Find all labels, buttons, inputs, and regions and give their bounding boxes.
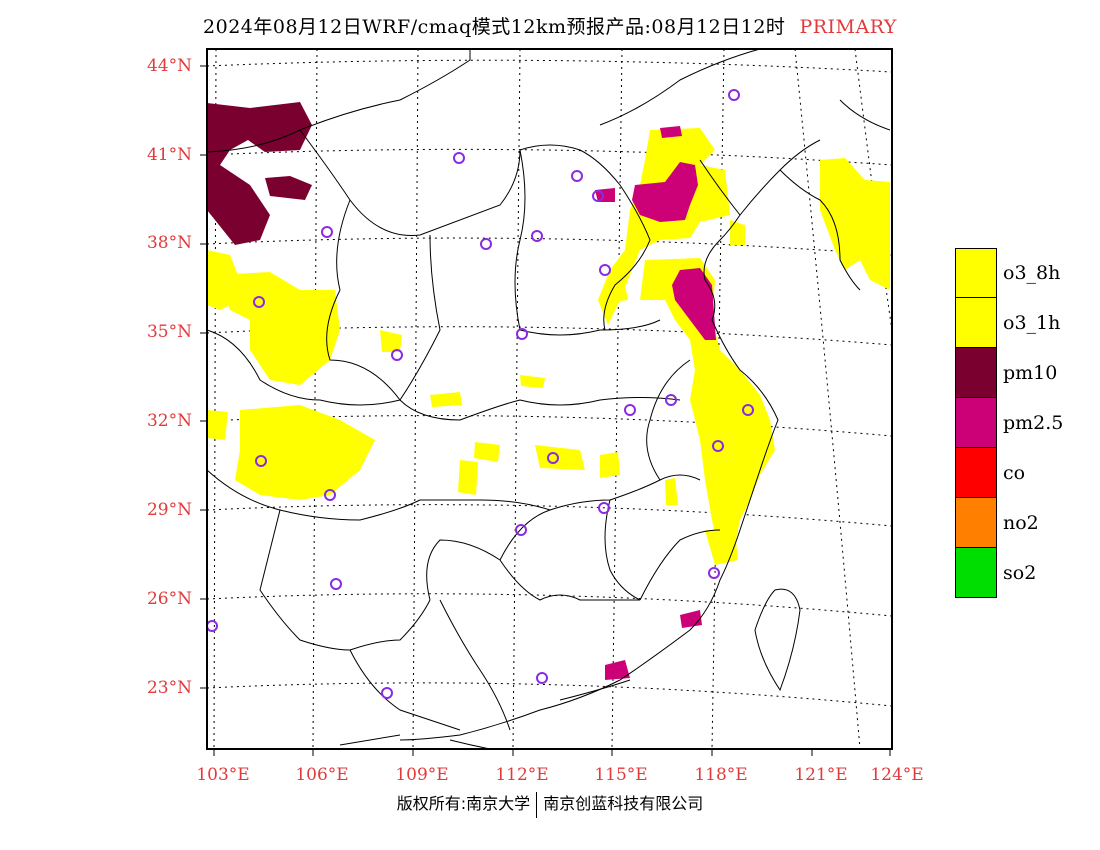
copyright-right: 南京创蓝科技有限公司 bbox=[543, 794, 704, 813]
lat-label-29: 29°N bbox=[146, 500, 192, 520]
legend-label: pm10 bbox=[1003, 362, 1058, 384]
province-boundaries bbox=[206, 48, 761, 731]
copyright: 版权所有:南京大学 南京创蓝科技有限公司 bbox=[0, 790, 1100, 818]
lon-label-115: 115°E bbox=[594, 765, 648, 785]
lon-label-121: 121°E bbox=[794, 765, 848, 785]
lat-label-41: 41°N bbox=[146, 145, 192, 165]
legend-swatch bbox=[955, 348, 997, 398]
map-background bbox=[207, 49, 892, 749]
map-frame bbox=[206, 48, 893, 750]
o3-region bbox=[207, 128, 890, 565]
legend-swatch bbox=[955, 548, 997, 598]
lon-label-124: 124°E bbox=[870, 765, 924, 785]
legend-swatch bbox=[955, 248, 997, 298]
lat-label-26: 26°N bbox=[146, 589, 192, 609]
map-title: 2024年08月12日WRF/cmaq模式12km预报产品:08月12日12时 P… bbox=[0, 12, 1100, 39]
lon-label-118: 118°E bbox=[694, 765, 748, 785]
legend-swatch bbox=[955, 298, 997, 348]
legend-label: co bbox=[1003, 462, 1026, 484]
lat-label-32: 32°N bbox=[146, 411, 192, 431]
legend-label: no2 bbox=[1003, 512, 1039, 534]
pm25-region bbox=[595, 126, 716, 680]
lon-label-106: 106°E bbox=[295, 765, 349, 785]
copyright-divider bbox=[536, 791, 538, 818]
legend-swatch bbox=[955, 498, 997, 548]
legend-label: o3_8h bbox=[1003, 262, 1061, 284]
lat-label-23: 23°N bbox=[146, 678, 192, 698]
axis-ticks bbox=[200, 65, 891, 756]
lat-label-38: 38°N bbox=[146, 233, 192, 253]
lon-label-112: 112°E bbox=[495, 765, 549, 785]
legend-label: o3_1h bbox=[1003, 312, 1061, 334]
legend-swatch bbox=[955, 448, 997, 498]
title-tag: PRIMARY bbox=[799, 16, 897, 38]
station-markers bbox=[206, 89, 754, 699]
graticule bbox=[206, 48, 893, 750]
title-text: 2024年08月12日WRF/cmaq模式12km预报产品:08月12日12时 bbox=[203, 16, 786, 38]
lon-label-103: 103°E bbox=[196, 765, 250, 785]
pm10-region bbox=[207, 102, 312, 245]
legend-swatch bbox=[955, 398, 997, 448]
lat-label-35: 35°N bbox=[146, 322, 192, 342]
lon-label-109: 109°E bbox=[395, 765, 449, 785]
legend-label: pm2.5 bbox=[1003, 412, 1064, 434]
copyright-left: 版权所有:南京大学 bbox=[396, 794, 531, 813]
legend-label: so2 bbox=[1003, 562, 1037, 584]
lat-label-44: 44°N bbox=[146, 56, 192, 76]
